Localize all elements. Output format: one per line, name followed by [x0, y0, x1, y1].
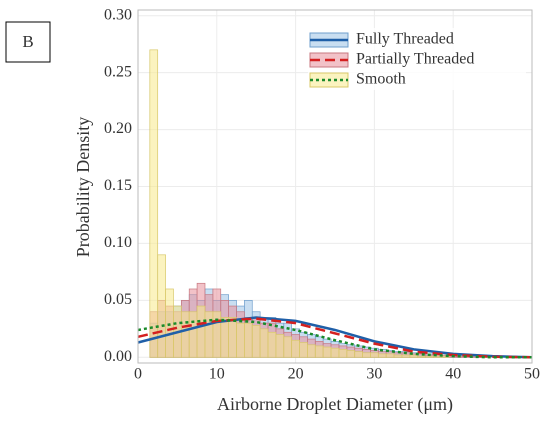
- x-tick-label: 0: [134, 366, 142, 383]
- bar: [275, 334, 285, 358]
- y-tick-label: 0.25: [104, 63, 132, 80]
- x-axis-label: Airborne Droplet Diameter (μm): [217, 394, 453, 415]
- bar: [393, 354, 403, 358]
- bar: [385, 353, 395, 358]
- x-tick-label: 10: [209, 366, 225, 383]
- plot-frame: [137, 9, 533, 364]
- legend-label: Fully Threaded: [356, 31, 454, 48]
- bar: [180, 311, 190, 358]
- bar: [228, 317, 237, 358]
- x-tick-label: 50: [524, 366, 540, 383]
- y-tick-label: 0.30: [104, 6, 132, 23]
- bar: [299, 342, 308, 358]
- bar: [291, 339, 300, 358]
- bar: [236, 322, 245, 358]
- bar: [441, 355, 450, 358]
- legend-label: Partially Threaded: [356, 51, 474, 68]
- y-axis-label: Probability Density: [73, 117, 93, 258]
- y-tick-label: 0.00: [104, 348, 132, 365]
- bar: [259, 328, 269, 358]
- bar: [307, 344, 316, 358]
- bar: [149, 49, 159, 358]
- bar: [346, 350, 356, 358]
- x-tick-label: 40: [445, 366, 461, 383]
- panel-label: B: [22, 32, 33, 51]
- x-tick-label: 30: [366, 366, 382, 383]
- x-tick-label: 20: [288, 366, 304, 383]
- bar: [283, 336, 293, 358]
- bar: [157, 254, 166, 358]
- y-tick-label: 0.15: [104, 177, 132, 194]
- bar: [338, 348, 348, 358]
- bar: [165, 288, 174, 358]
- bar: [196, 305, 206, 358]
- y-tick-label: 0.20: [104, 120, 132, 137]
- y-tick-label: 0.10: [104, 234, 132, 251]
- bar: [267, 331, 277, 358]
- y-tick-label: 0.05: [104, 291, 132, 308]
- bar: [425, 355, 434, 358]
- bar: [401, 354, 411, 358]
- bar: [188, 311, 198, 358]
- bar: [314, 345, 324, 358]
- legend-label: Smooth: [356, 71, 406, 88]
- bar: [330, 347, 340, 358]
- fit-curve: [137, 318, 532, 359]
- bar: [362, 352, 371, 358]
- bar: [220, 317, 229, 358]
- bar: [244, 322, 253, 358]
- bar: [377, 353, 387, 358]
- bar: [409, 354, 419, 358]
- panel-box: [5, 21, 51, 63]
- bar: [417, 355, 426, 358]
- bar: [251, 325, 261, 358]
- bar: [354, 351, 363, 358]
- bar: [370, 352, 379, 358]
- bar: [322, 346, 332, 358]
- bar: [204, 311, 214, 358]
